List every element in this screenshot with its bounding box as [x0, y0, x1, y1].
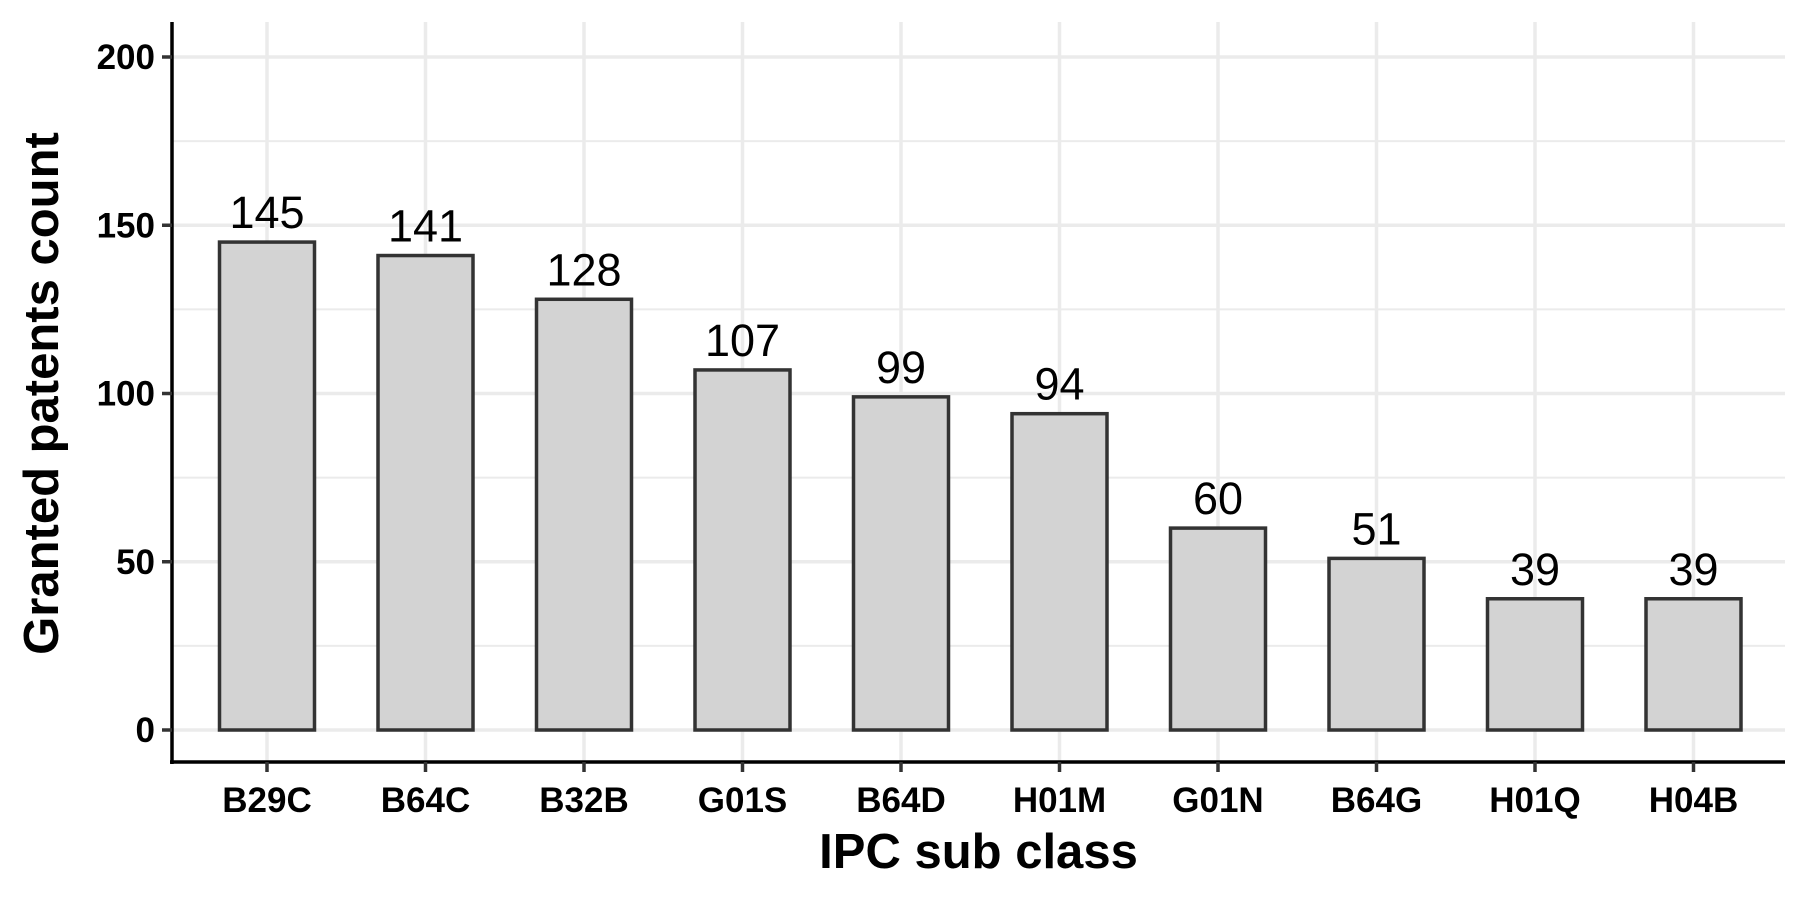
- data-label-b64d: 99: [876, 342, 926, 393]
- y-tick-label: 50: [116, 543, 155, 582]
- data-label-b64c: 141: [388, 201, 463, 252]
- bars-layer: [217, 240, 1743, 732]
- bar-b29c: [217, 240, 317, 732]
- bar-b64c: [376, 253, 475, 732]
- bar-g01n: [1168, 526, 1268, 732]
- bar-g01s: [693, 368, 792, 732]
- x-tick-label-g01n: G01N: [1172, 781, 1263, 820]
- x-tick-label-b64c: B64C: [381, 781, 470, 820]
- x-tick-label-g01s: G01S: [698, 781, 788, 820]
- bar-b64g: [1327, 556, 1426, 732]
- x-tick-label-b32b: B32B: [539, 781, 628, 820]
- bar-h01m: [1010, 411, 1109, 732]
- x-tick-label-b64d: B64D: [856, 781, 945, 820]
- y-axis-title: Granted patents count: [15, 132, 69, 655]
- data-label-g01s: 107: [705, 315, 780, 366]
- data-label-h01q: 39: [1510, 544, 1560, 595]
- y-tick-label: 150: [97, 206, 155, 245]
- axes-layer: 0 50 100 150 200 B29C B64C B32B G01S B64D H01M G01N…: [97, 22, 1785, 820]
- bar-h04b: [1644, 597, 1743, 732]
- bar-b32b: [534, 297, 634, 732]
- data-label-h04b: 39: [1668, 544, 1718, 595]
- data-label-b32b: 128: [546, 244, 621, 295]
- y-tick-label: 0: [136, 711, 155, 750]
- data-label-b64g: 51: [1351, 503, 1401, 554]
- data-label-b29c: 145: [229, 187, 304, 238]
- x-axis-title: IPC sub class: [819, 825, 1138, 879]
- x-tick-label-h04b: H04B: [1649, 781, 1738, 820]
- data-labels-layer: 145 141 128 107 99 94 60 51 39 39: [229, 187, 1718, 595]
- bar-b64d: [851, 395, 951, 732]
- x-tick-label-b29c: B29C: [222, 781, 311, 820]
- y-tick-label: 200: [97, 38, 155, 77]
- y-tick-label: 100: [97, 375, 155, 414]
- x-tick-label-h01m: H01M: [1013, 781, 1106, 820]
- x-tick-label-h01q: H01Q: [1489, 781, 1580, 820]
- bar-h01q: [1485, 597, 1585, 732]
- data-label-h01m: 94: [1034, 359, 1084, 410]
- x-tick-label-b64g: B64G: [1331, 781, 1422, 820]
- data-label-g01n: 60: [1193, 473, 1243, 524]
